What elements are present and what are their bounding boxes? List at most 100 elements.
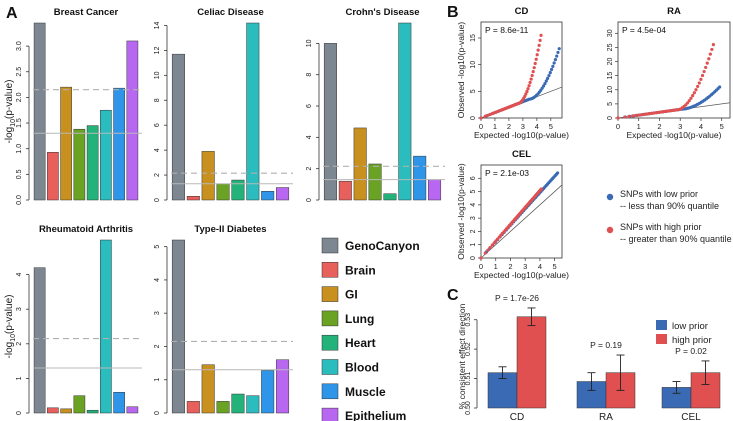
y-tick-label: 0 xyxy=(470,256,477,260)
qq-point-high-prior xyxy=(479,116,483,120)
qq-y-axis-label: Observed -log10(p-value) xyxy=(456,163,466,260)
x-tick-label: 2 xyxy=(508,262,512,271)
y-tick-label: 10 xyxy=(607,86,614,94)
y-tick-label: 3 xyxy=(470,216,477,220)
y-tick-label: 14 xyxy=(154,21,161,29)
y-tick-label: 6 xyxy=(306,104,313,108)
y-tick-label: 1 xyxy=(16,376,23,380)
panel-letter-c: C xyxy=(447,287,459,304)
bar-lung xyxy=(73,128,86,201)
y-tick-label: 2 xyxy=(306,167,313,171)
y-tick-label: 0.5 xyxy=(16,169,23,179)
qq-reference-line xyxy=(480,184,563,259)
qq-point-low-prior xyxy=(718,85,722,89)
bar-blood xyxy=(100,239,112,414)
legend-label-high-prior: high prior xyxy=(672,335,712,346)
y-axis-label: -log10(p-value) xyxy=(4,80,17,144)
qq-title: CEL xyxy=(512,149,531,160)
y-tick-label: 3.0 xyxy=(16,41,23,51)
x-tick-label: 5 xyxy=(720,122,724,131)
qq-point-high-prior xyxy=(539,33,543,37)
legend-swatch-gi xyxy=(321,286,339,302)
y-tick-label: 10 xyxy=(154,71,161,79)
qq-point-high-prior xyxy=(531,70,535,74)
qq-point-high-prior xyxy=(536,48,540,52)
chart-celiac-disease: Celiac Disease 0 2 4 6 8 10 12 14 xyxy=(154,7,293,202)
qq-point-high-prior xyxy=(627,114,631,119)
qq-pvalue: P = 2.1e-03 xyxy=(485,168,529,178)
x-tick-label: 4 xyxy=(535,122,539,131)
bar-blood xyxy=(100,109,112,201)
legend-swatch-lung xyxy=(321,310,339,327)
legend-swatch-genocanyon xyxy=(321,237,339,254)
chart-type-ii-diabetes: Type-II Diabetes 0 1 2 3 4 5 xyxy=(154,224,293,415)
qq-point-high-prior xyxy=(532,66,536,70)
bar-muscle xyxy=(261,370,275,414)
qq-point-high-prior xyxy=(702,69,706,74)
y-tick-label: 3 xyxy=(154,311,161,315)
y-tick-label: 0.0 xyxy=(16,195,23,205)
chart-title: Breast Cancer xyxy=(54,7,119,18)
chart-title: Celiac Disease xyxy=(197,7,264,18)
x-tick-label: 3 xyxy=(523,262,527,271)
legend-swatch-brain xyxy=(321,262,339,278)
qq-point-high-prior xyxy=(630,114,635,118)
qq-point-low-prior xyxy=(555,54,559,58)
qq-point-low-prior xyxy=(555,171,560,175)
bar-blood xyxy=(246,395,260,414)
x-tick-label: 0 xyxy=(479,122,483,131)
qq-point-high-prior xyxy=(527,84,531,88)
chart-title: Type-II Diabetes xyxy=(194,224,266,235)
legend-swatch-heart xyxy=(321,334,339,351)
qq-plot-ra: RAP = 4.5e-04 0 1 2 3 4 5 0 5 10 15 20 25 30 Expected … xyxy=(607,6,731,140)
legend-low-prior-marker xyxy=(606,193,614,201)
qq-frame xyxy=(617,21,731,119)
qq-point-high-prior xyxy=(692,91,696,95)
qq-point-low-prior xyxy=(556,50,560,55)
y-tick-label: 6 xyxy=(154,123,161,127)
y-tick-label: 15 xyxy=(607,72,614,80)
y-tick-label: 4 xyxy=(306,135,313,139)
legend-swatch-epithelium xyxy=(321,407,339,421)
qq-point-high-prior xyxy=(486,248,490,252)
y-tick-label: 25 xyxy=(607,43,614,51)
y-tick-label: 30 xyxy=(607,29,614,37)
y-tick-label: 5 xyxy=(154,245,161,249)
x-category-label: CD xyxy=(510,412,524,421)
bar-lung xyxy=(73,395,86,414)
bar-epithelium xyxy=(276,187,290,201)
qq-point-high-prior xyxy=(697,81,701,85)
y-tick-label: 2.5 xyxy=(16,67,23,77)
legend-swatch-low-prior xyxy=(656,320,667,330)
bar-brain xyxy=(47,407,59,414)
qq-point-high-prior xyxy=(708,52,712,56)
qq-point-high-prior xyxy=(696,84,700,89)
y-tick-label: 8 xyxy=(154,98,161,102)
legend-label-lung: Lung xyxy=(345,312,374,326)
qq-point-high-prior xyxy=(705,61,709,65)
y-tick-label: 5 xyxy=(470,89,477,93)
qq-point-high-prior xyxy=(616,116,620,120)
qq-point-high-prior xyxy=(623,115,627,119)
y-tick-label: 15 xyxy=(470,34,477,42)
y-tick-label: 0 xyxy=(306,198,313,202)
qq-point-high-prior xyxy=(530,73,534,78)
qq-point-high-prior xyxy=(525,89,529,94)
legend-label-muscle: Muscle xyxy=(345,385,386,399)
qq-point-low-prior xyxy=(547,73,551,78)
bar-lung xyxy=(216,401,230,414)
qq-point-high-prior xyxy=(640,113,644,117)
qq-point-high-prior xyxy=(711,42,716,47)
y-tick-label: 3 xyxy=(16,307,23,311)
y-axis-label: % consistent effect direction xyxy=(457,303,467,409)
qq-point-high-prior xyxy=(700,73,705,78)
y-tick-label: 1.5 xyxy=(16,118,23,128)
qq-point-high-prior xyxy=(526,87,530,91)
qq-point-high-prior xyxy=(687,99,691,103)
qq-pvalue: P = 4.5e-04 xyxy=(622,25,666,35)
y-tick-label: 0 xyxy=(154,198,161,202)
chart-crohns-disease: Crohn's Disease 0 2 4 6 8 10 xyxy=(306,7,445,202)
panel-letter-b: B xyxy=(447,4,459,21)
qq-point-high-prior xyxy=(528,80,532,85)
qq-x-axis-label: Expected -log10(p-value) xyxy=(474,130,569,140)
